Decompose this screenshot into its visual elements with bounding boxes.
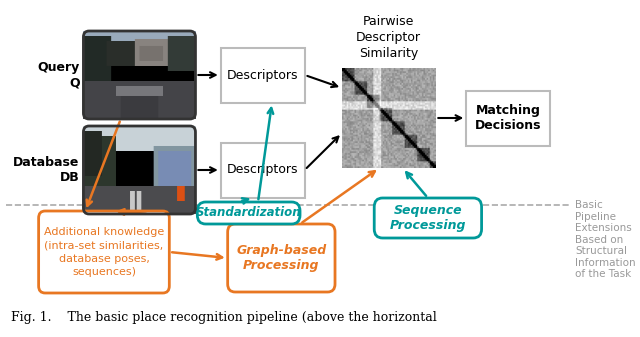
Text: Sequence
Processing: Sequence Processing — [390, 204, 466, 232]
FancyBboxPatch shape — [228, 224, 335, 292]
FancyBboxPatch shape — [221, 48, 305, 102]
Text: Matching
Decisions: Matching Decisions — [475, 104, 541, 132]
Text: Descriptors: Descriptors — [227, 163, 298, 177]
Text: Additional knowledge
(intra-set similarities,
database poses,
sequences): Additional knowledge (intra-set similari… — [44, 227, 164, 277]
Text: Graph-based
Processing: Graph-based Processing — [236, 244, 326, 272]
Text: Database
DB: Database DB — [13, 156, 80, 184]
Text: Descriptors: Descriptors — [227, 68, 298, 82]
Text: Query
Q: Query Q — [38, 61, 80, 89]
FancyBboxPatch shape — [374, 198, 481, 238]
Text: Extensions
Based on
Structural
Information
of the Task: Extensions Based on Structural Informati… — [575, 223, 636, 279]
Text: Fig. 1.    The basic place recognition pipeline (above the horizontal: Fig. 1. The basic place recognition pipe… — [11, 311, 436, 325]
Text: Standardization: Standardization — [196, 207, 301, 219]
FancyBboxPatch shape — [221, 143, 305, 197]
Text: Basic
Pipeline: Basic Pipeline — [575, 200, 616, 222]
FancyBboxPatch shape — [197, 202, 300, 224]
FancyBboxPatch shape — [466, 91, 550, 146]
FancyBboxPatch shape — [38, 211, 170, 293]
Text: Pairwise
Descriptor
Similarity: Pairwise Descriptor Similarity — [356, 15, 421, 60]
